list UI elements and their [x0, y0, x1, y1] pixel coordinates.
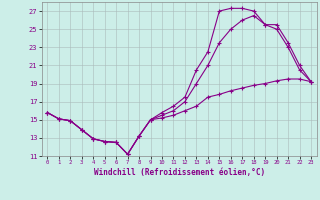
- X-axis label: Windchill (Refroidissement éolien,°C): Windchill (Refroidissement éolien,°C): [94, 168, 265, 177]
